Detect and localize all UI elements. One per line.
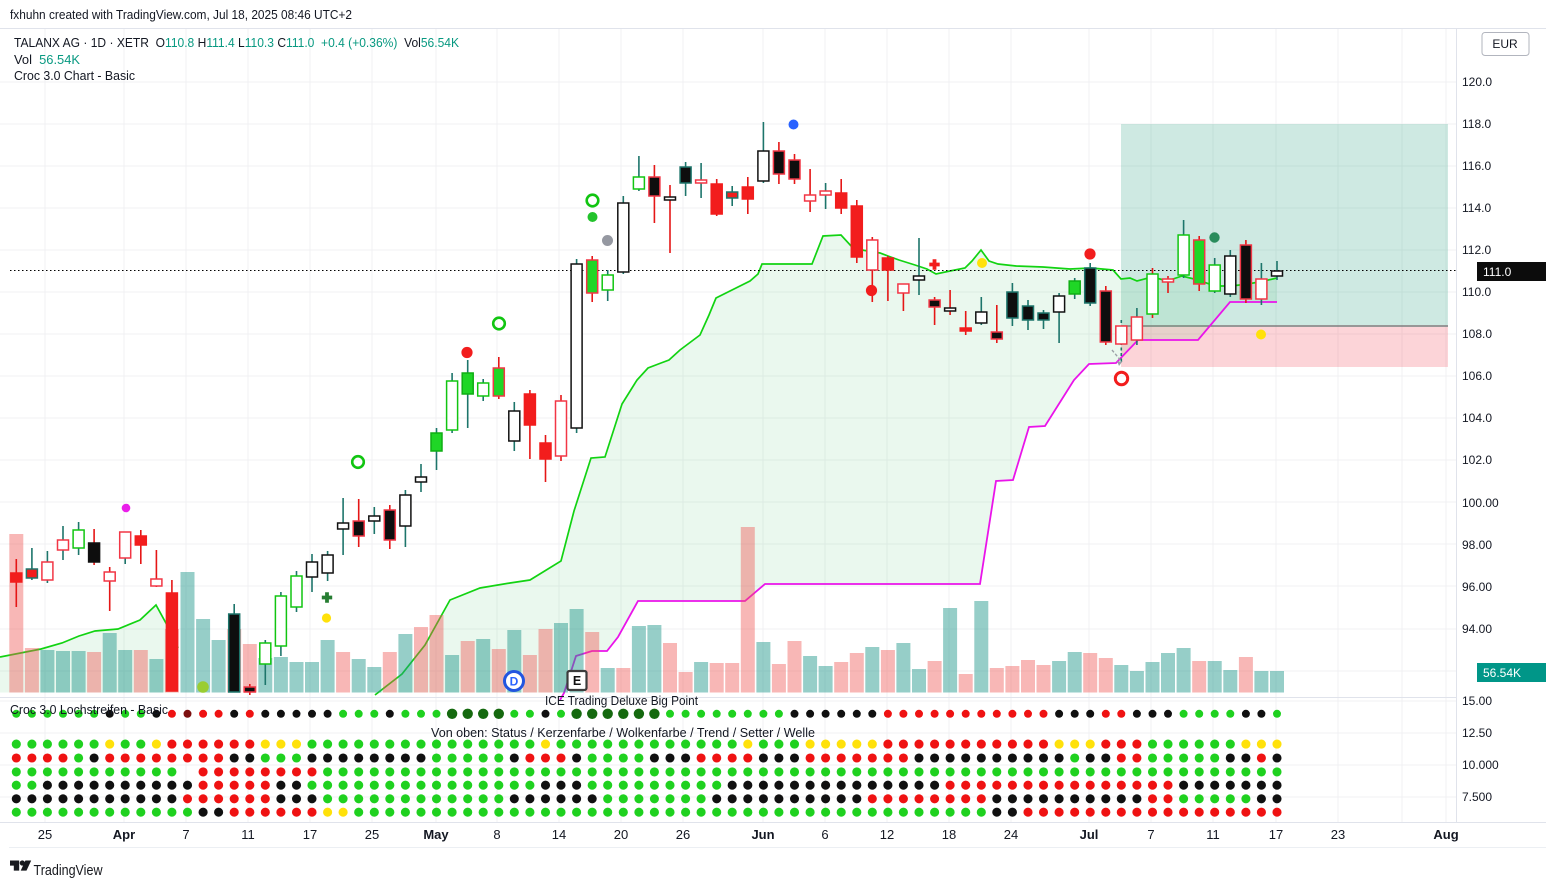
svg-text:Croc 3.0 Chart - Basic: Croc 3.0 Chart - Basic [14, 68, 135, 83]
svg-text:14: 14 [552, 827, 566, 842]
svg-text:11: 11 [1206, 827, 1220, 842]
svg-text:Vol 56.54K: Vol 56.54K [14, 52, 80, 67]
svg-text:12.50: 12.50 [1462, 726, 1492, 740]
svg-text:26: 26 [676, 827, 690, 842]
svg-text:7.500: 7.500 [1462, 790, 1492, 804]
svg-text:E: E [573, 674, 581, 688]
svg-text:Croc 3.0 Lochstreifen - Basic: Croc 3.0 Lochstreifen - Basic [10, 702, 168, 717]
svg-text:98.00: 98.00 [1462, 538, 1492, 552]
svg-text:12: 12 [880, 827, 894, 842]
svg-text:6: 6 [821, 827, 828, 842]
svg-text:24: 24 [1004, 827, 1018, 842]
svg-text:108.0: 108.0 [1462, 327, 1492, 341]
svg-text:110.0: 110.0 [1462, 285, 1491, 299]
svg-text:EUR: EUR [1492, 37, 1518, 51]
svg-text:7: 7 [182, 827, 189, 842]
svg-text:Jun: Jun [751, 827, 774, 842]
svg-text:111.0: 111.0 [1483, 265, 1512, 279]
svg-text:20: 20 [614, 827, 628, 842]
svg-text:May: May [423, 827, 449, 842]
svg-text:100.00: 100.00 [1462, 496, 1499, 510]
svg-text:18: 18 [942, 827, 956, 842]
svg-text:D: D [510, 675, 519, 689]
svg-text:23: 23 [1331, 827, 1345, 842]
svg-text:Aug: Aug [1433, 827, 1458, 842]
svg-text:15.00: 15.00 [1462, 694, 1492, 708]
svg-text:TALANX AG · 1D · XETR O110.8: TALANX AG · 1D · XETR O110.8 H111.4 L110… [14, 35, 459, 50]
svg-text:118.0: 118.0 [1462, 117, 1491, 131]
svg-text:96.00: 96.00 [1462, 580, 1492, 594]
svg-text:Von oben: Status / Kerzenfarbe: Von oben: Status / Kerzenfarbe / Wolkenf… [431, 725, 815, 740]
svg-text:Apr: Apr [113, 827, 135, 842]
svg-text:Jul: Jul [1080, 827, 1099, 842]
svg-text:25: 25 [38, 827, 52, 842]
svg-text:112.0: 112.0 [1462, 243, 1491, 257]
svg-text:7: 7 [1147, 827, 1154, 842]
svg-text:8: 8 [493, 827, 500, 842]
svg-text:25: 25 [365, 827, 379, 842]
svg-text:94.00: 94.00 [1462, 622, 1492, 636]
svg-text:17: 17 [1269, 827, 1283, 842]
svg-text:11: 11 [241, 827, 255, 842]
svg-text:102.0: 102.0 [1462, 453, 1492, 467]
svg-text:120.0: 120.0 [1462, 75, 1492, 89]
svg-text:ICE Trading Deluxe Big Point: ICE Trading Deluxe Big Point [545, 693, 698, 708]
svg-text:10.000: 10.000 [1462, 758, 1499, 772]
svg-text:TradingView: TradingView [34, 862, 103, 879]
svg-text:104.0: 104.0 [1462, 411, 1492, 425]
svg-text:56.54K: 56.54K [1483, 666, 1521, 680]
svg-text:fxhuhn created with TradingVie: fxhuhn created with TradingView.com, Jul… [10, 7, 352, 22]
svg-text:116.0: 116.0 [1462, 159, 1491, 173]
svg-text:17: 17 [303, 827, 317, 842]
svg-text:114.0: 114.0 [1462, 201, 1491, 215]
svg-text:106.0: 106.0 [1462, 369, 1492, 383]
